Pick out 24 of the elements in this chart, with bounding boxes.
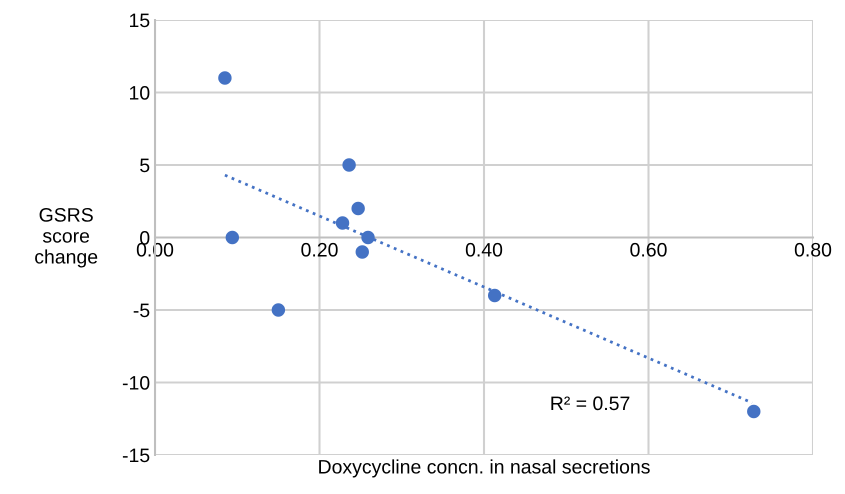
x-tick-label: 0.60	[630, 242, 667, 257]
point	[361, 230, 375, 244]
x-tick-label: 0.80	[794, 242, 832, 257]
point	[351, 202, 365, 216]
point	[218, 71, 232, 85]
annotation: R² = 0.57	[551, 396, 630, 410]
y-tick-label: 5	[140, 158, 150, 172]
point	[272, 303, 286, 317]
x-tick-label: 0.40	[466, 242, 502, 257]
y-tick-label: -15	[122, 448, 150, 462]
y-axis-title: GSRS score change	[35, 208, 98, 268]
point	[342, 158, 356, 172]
point	[356, 245, 369, 259]
y-tick-label: -10	[122, 376, 150, 390]
y-tick-label: 15	[130, 14, 150, 28]
x-axis-title: Doxycycline concn. in nasal secretions	[319, 459, 650, 478]
y-tick-label: -5	[134, 304, 150, 318]
point	[747, 404, 760, 418]
point	[488, 288, 502, 302]
x-tick-label: 0.20	[301, 242, 338, 257]
point	[226, 230, 240, 244]
point	[336, 216, 350, 230]
y-tick-label: 0	[140, 230, 150, 245]
y-tick-label: 10	[130, 86, 150, 100]
